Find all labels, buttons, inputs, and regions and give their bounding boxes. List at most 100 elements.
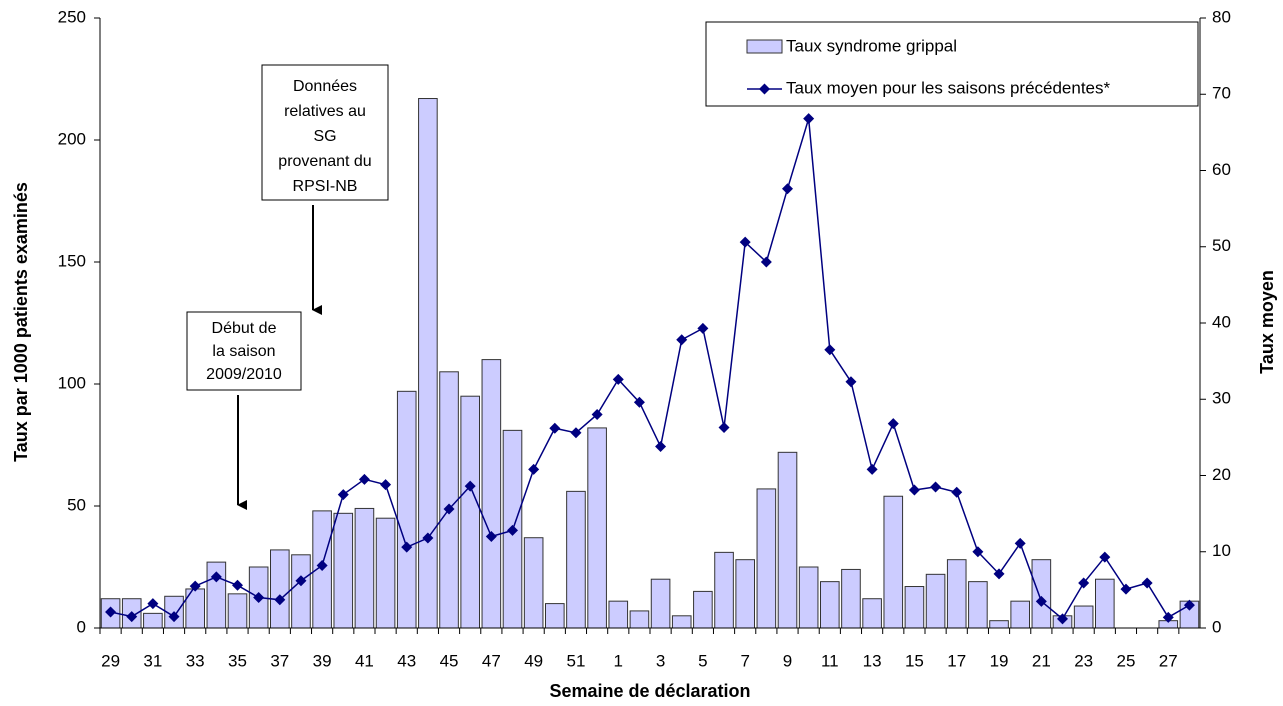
y2-tick-label: 50 [1212,236,1231,255]
marker [316,559,328,571]
y2-tick-label: 80 [1212,7,1231,26]
x-tick-label: 7 [740,651,749,670]
bar [608,600,629,629]
marker [972,546,984,558]
bar [798,566,819,629]
marker [253,592,265,603]
x-tick-label: 23 [1074,651,1093,670]
bar [841,568,861,629]
marker [358,473,370,485]
annotation-text: SG [313,128,336,145]
marker [1057,613,1068,625]
x-tick-label: 33 [186,651,205,670]
x-tick-label: 27 [1159,651,1178,670]
marker [105,606,117,618]
y2-tick-label: 70 [1212,84,1231,103]
y-tick-label: 250 [58,7,86,26]
legend-swatch [746,39,783,54]
x-tick-label: 15 [905,651,924,670]
marker [866,463,878,475]
bar [354,507,375,629]
marker [1014,537,1026,549]
marker [760,256,772,268]
x-tick-label: 49 [524,651,543,670]
marker [887,418,899,430]
annotation-text: relatives au [284,103,366,120]
annotation-box [186,311,302,391]
bar [650,578,671,629]
marker [570,427,582,439]
marker [718,421,730,433]
bar [693,590,713,629]
bar [946,559,967,629]
marker [845,376,857,388]
x-tick-label: 45 [440,651,459,670]
marker [507,524,518,536]
x-tick-label: 37 [270,651,289,670]
marker [1183,599,1195,611]
marker [189,580,201,592]
annotation-text: 2009/2010 [206,366,282,383]
y2-tick-label: 0 [1212,617,1221,636]
bar [460,395,480,629]
bar [481,359,502,629]
annotation-text: Début de [212,320,277,337]
bar [671,615,692,629]
legend-label: Taux syndrome grippal [786,36,957,55]
bar [756,488,777,629]
bar [545,603,565,629]
legend-box [705,21,1199,107]
bar [1031,559,1052,629]
marker [549,422,561,434]
marker [612,373,624,385]
x-tick-label: 13 [863,651,882,670]
legend: Taux syndrome grippal Taux moyen pour le… [705,21,1199,107]
marker [655,441,667,453]
marker [1099,551,1111,563]
bar [714,551,734,629]
x-tick-label: 3 [656,651,665,670]
x-axis-title: Semaine de déclaration [549,681,750,701]
y2-tick-label: 30 [1212,389,1231,408]
marker [422,532,434,544]
marker [993,568,1005,580]
marker [739,236,751,248]
x-tick-label: 17 [947,651,966,670]
bar [904,586,925,629]
y-tick-label: 50 [67,495,86,514]
y-tick-label: 150 [58,251,86,270]
marker [528,463,540,475]
bar [143,612,163,629]
bar [375,517,396,629]
bar [735,559,756,629]
y2-tick-label: 60 [1212,160,1231,179]
annotation-text: RPSI-NB [293,178,358,195]
legend-swatch [759,83,770,95]
marker [1162,611,1174,623]
marker [147,598,159,610]
marker [401,541,413,553]
bar [629,610,650,629]
bar [989,620,1009,629]
annotation-text: provenant du [278,153,371,170]
marker [380,479,392,491]
y-tick-label: 100 [58,373,86,392]
marker [443,503,455,515]
marker [803,113,815,125]
x-tick-label: 29 [101,651,120,670]
marker [782,183,793,195]
x-tick-label: 47 [482,651,501,670]
x-tick-label: 35 [228,651,247,670]
y2-tick-label: 40 [1212,312,1231,331]
y2-axis-title: Taux moyen [1257,270,1277,374]
marker [485,531,497,542]
y-tick-label: 200 [58,129,86,148]
marker [274,594,286,606]
bar [418,98,438,629]
y-axis-title: Taux par 1000 patients examinés [11,182,31,462]
annotation-box [261,64,389,201]
marker [464,480,476,492]
marker [697,322,709,334]
marker [1120,583,1132,595]
